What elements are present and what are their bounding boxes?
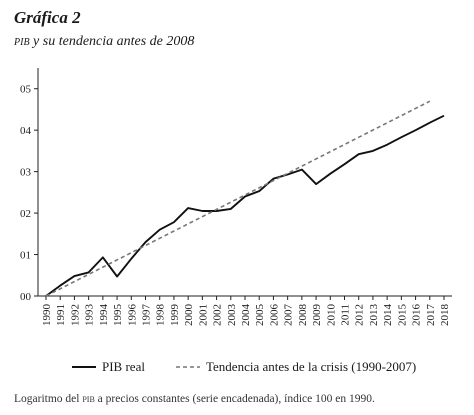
legend-label-trend: Tendencia antes de la crisis (1990-2007)	[206, 359, 416, 374]
y-tick-label: 04	[20, 125, 32, 137]
caption-post: a precios constantes (serie encadenada),…	[94, 393, 375, 405]
subtitle-text: y su tendencia antes de 2008	[29, 34, 195, 49]
legend-label-pib: PIB real	[102, 359, 145, 374]
x-tick-label: 2010	[325, 304, 337, 327]
line-chart: 00 01 02 03 04 05 1990 1991 1992 1993 1994 1995 1996…	[20, 68, 452, 374]
x-tick-label: 2003	[226, 304, 238, 327]
x-tick-label: 2004	[240, 304, 252, 327]
caption-abbreviation: pib	[82, 393, 95, 405]
x-tick-label: 2000	[183, 304, 195, 327]
figure-caption: Logaritmo del pib a precios constantes (…	[14, 393, 375, 405]
x-tick-label: 1997	[141, 304, 153, 327]
x-tick-label: 2007	[283, 304, 295, 327]
x-tick-label: 1991	[55, 304, 67, 326]
x-tick-label: 1999	[169, 304, 181, 327]
x-tick-label: 2013	[368, 304, 380, 327]
y-tick-label: 05	[20, 84, 32, 96]
pib-series-line	[45, 114, 445, 297]
trend-series-line	[45, 100, 431, 297]
x-tick-label: 2014	[382, 304, 394, 327]
x-tick-label: 2012	[354, 304, 366, 326]
x-tick-label: 1998	[155, 304, 167, 327]
x-tick-label: 2016	[411, 304, 423, 327]
x-tick-label: 2015	[396, 304, 408, 327]
x-tick-label: 1996	[126, 304, 138, 327]
x-tick-label: 1992	[69, 304, 81, 326]
x-tick-label: 2005	[254, 304, 266, 327]
caption-pre: Logaritmo del	[14, 393, 83, 405]
y-tick-label: 01	[20, 250, 31, 262]
x-tick-label: 2006	[268, 304, 280, 327]
x-tick-label: 2017	[425, 304, 437, 327]
figure-subtitle: pib y su tendencia antes de 2008	[14, 34, 194, 50]
x-tick-label: 2002	[212, 304, 224, 326]
x-tick-label: 1995	[112, 304, 124, 327]
x-tick-label: 2008	[297, 304, 309, 327]
x-tick-label: 2011	[340, 304, 352, 326]
x-tick-label: 2009	[311, 304, 323, 327]
y-tick-label: 03	[20, 167, 32, 179]
x-tick-label: 1994	[98, 304, 110, 327]
x-tick-label: 2001	[197, 304, 209, 326]
figure-title: Gráfica 2	[14, 8, 81, 27]
y-tick-label: 02	[20, 208, 31, 220]
x-tick-label: 1993	[84, 304, 96, 327]
x-tick-label: 1990	[41, 304, 53, 327]
x-tick-label: 2018	[439, 304, 451, 327]
y-tick-label: 00	[20, 291, 32, 303]
subtitle-abbreviation: pib	[14, 34, 30, 49]
